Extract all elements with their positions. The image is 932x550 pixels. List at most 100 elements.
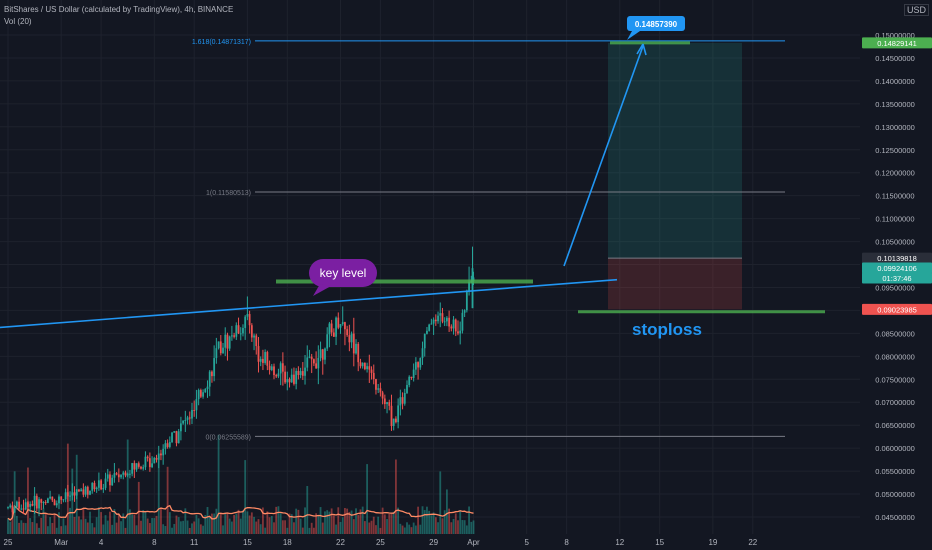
volume-bar: [33, 511, 36, 534]
volume-bar: [403, 527, 406, 534]
volume-bar: [106, 520, 109, 534]
volume-bar: [53, 514, 56, 534]
volume-bar: [237, 509, 240, 534]
target-arrow: [563, 45, 644, 267]
candles: [7, 246, 475, 517]
volume-bar: [410, 527, 413, 534]
candle-body: [412, 369, 415, 379]
candle-body: [326, 334, 329, 349]
volume-bar: [355, 508, 357, 534]
candle-body: [437, 315, 439, 322]
volume-bar: [408, 524, 411, 534]
volume-bar: [421, 506, 424, 534]
candle-body: [191, 410, 193, 419]
key-level-label: key level: [320, 266, 367, 280]
volume-ma-line: [7, 504, 474, 521]
candle-body: [211, 371, 213, 377]
x-tick-label: 25: [4, 538, 13, 547]
candle-body: [7, 507, 9, 509]
volume-bar: [120, 521, 122, 534]
volume-bar: [49, 517, 52, 534]
volume-bar: [186, 520, 189, 534]
volume-bar: [146, 518, 149, 534]
y-tick-label: 0.08500000: [875, 329, 915, 338]
candle-body: [113, 473, 116, 478]
candle-body: [383, 398, 386, 405]
candle-body: [137, 463, 140, 467]
x-tick-label: 18: [283, 538, 292, 547]
volume-indicator-label[interactable]: Vol (20): [4, 17, 32, 26]
target-callout: [627, 16, 685, 31]
volume-bar: [268, 517, 271, 534]
volume-bar: [299, 518, 302, 534]
time-axis[interactable]: 25 Mar 4 8 11 15 18 22 25 29 Apr 5 8 12 15 19 22: [0, 534, 860, 550]
candle-body: [370, 369, 373, 373]
volume-bar: [386, 518, 388, 534]
candle-body: [142, 467, 145, 469]
volume-bar: [164, 525, 167, 534]
volume-bar: [406, 522, 408, 534]
symbol-title[interactable]: BitShares / US Dollar (calculated by Tra…: [4, 5, 234, 14]
volume-bar: [366, 464, 368, 534]
volume-bar: [461, 520, 464, 534]
candle-body: [230, 335, 233, 337]
volume-bar: [273, 522, 275, 534]
candle-body: [146, 456, 149, 459]
volume-bar: [73, 516, 76, 534]
candle-body: [253, 335, 255, 338]
candle-body: [408, 376, 411, 386]
y-tick-label: 0.14000000: [875, 77, 915, 86]
y-tick-label: 0.15000000: [875, 31, 915, 40]
volume-bar: [306, 486, 309, 534]
candle-body: [122, 472, 125, 475]
candle-body: [461, 312, 464, 331]
long-position-tool[interactable]: [608, 42, 742, 310]
volume-bar: [370, 520, 373, 534]
volume-bar: [140, 520, 142, 534]
y-tick-label: 0.06000000: [875, 444, 915, 453]
candle-body: [386, 402, 388, 405]
volume-bar: [204, 515, 207, 534]
candle-body: [346, 329, 349, 336]
candle-body: [270, 366, 273, 370]
volume-bar: [86, 522, 89, 534]
x-tick-label: 8: [152, 538, 157, 547]
volume-bar: [337, 507, 340, 534]
volume-bar: [135, 525, 138, 534]
x-tick-label: 8: [564, 538, 569, 547]
volume-bar: [51, 522, 54, 534]
price-badge-label: 0.09924106: [877, 264, 917, 273]
candle-body: [293, 374, 295, 384]
volume-bar: [95, 517, 98, 534]
candle-body: [204, 389, 207, 393]
volume-bar: [177, 517, 180, 534]
candle-body: [44, 502, 47, 504]
volume-bar: [357, 514, 360, 534]
price-axis[interactable]: 0.15000000 0.14500000 0.14000000 0.13500000…: [860, 0, 932, 550]
drawings[interactable]: 0.14857390 key level stoploss: [0, 16, 825, 339]
candle-body: [472, 277, 475, 282]
candle-body: [273, 366, 275, 376]
candle-body: [168, 442, 171, 447]
price-badge: [862, 252, 932, 264]
candle-body: [465, 291, 468, 311]
candle-body: [352, 333, 355, 354]
candle-body: [379, 388, 382, 393]
volume-bar: [430, 515, 433, 534]
volume-bar: [102, 524, 105, 534]
candle-body: [315, 363, 318, 369]
volume-bar: [171, 527, 173, 534]
fib-extension[interactable]: 1.618(0.14871317) 1(0.11580513) 0(0.062555…: [192, 39, 785, 442]
y-tick-label: 0.11500000: [875, 192, 914, 201]
volume-bar: [250, 512, 253, 534]
volume-bar: [344, 507, 346, 534]
candle-body: [406, 385, 408, 393]
candle-body: [332, 332, 335, 337]
volume-bar: [281, 520, 284, 534]
volume-bar: [255, 521, 258, 534]
volume-bar: [20, 520, 23, 534]
volume-bar: [126, 439, 129, 534]
volume-bar: [197, 518, 200, 534]
currency-label[interactable]: USD: [903, 4, 929, 16]
